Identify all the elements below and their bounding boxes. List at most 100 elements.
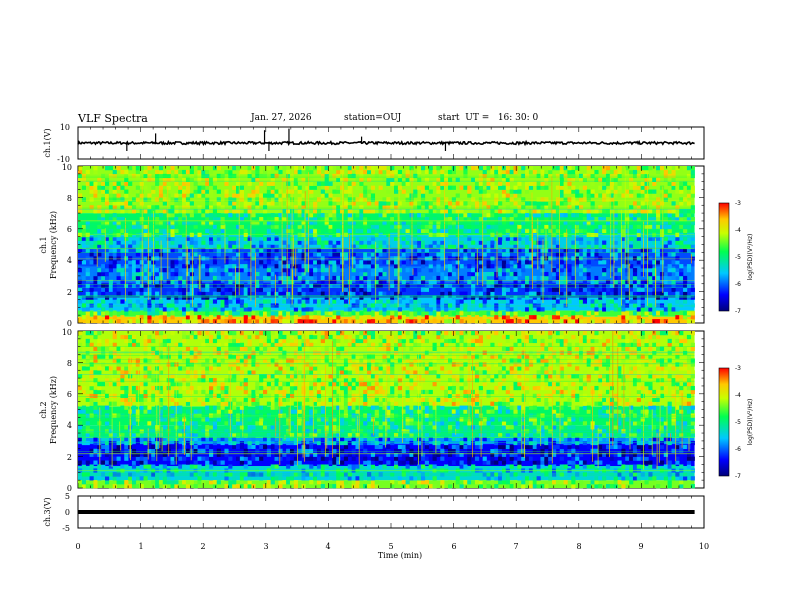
- spectrogram-cell: [640, 303, 645, 308]
- spectrogram-cell: [621, 193, 626, 198]
- spectrogram-cell: [675, 236, 680, 241]
- start-time-label: start UT = 16: 30: 0: [438, 113, 539, 123]
- spectrogram-cell: [663, 220, 668, 226]
- ch2-spectrogram: [78, 331, 695, 489]
- spectrogram-cell: [243, 232, 248, 237]
- spectrogram-cell: [247, 370, 252, 375]
- spectrogram-cell: [563, 244, 568, 249]
- spectrogram-cell: [116, 456, 121, 461]
- spectrogram-cell: [158, 197, 164, 202]
- spectrogram-cell: [143, 303, 148, 308]
- spectrogram-cell: [101, 397, 106, 402]
- spectrogram-cell: [232, 240, 237, 245]
- spectrogram-cell: [104, 201, 110, 206]
- spectrogram-cell: [282, 354, 287, 359]
- spectrogram-cell: [582, 283, 587, 288]
- spectrogram-cell: [659, 311, 665, 316]
- spectrogram-cell: [166, 232, 171, 237]
- spectrogram-cell: [147, 358, 152, 363]
- spectrogram-cell: [286, 448, 291, 453]
- spectrogram-cell: [451, 197, 456, 202]
- spectrogram-cell: [490, 252, 495, 257]
- spectrogram-cell: [97, 252, 102, 257]
- spectrogram-cell: [139, 193, 144, 198]
- spectrogram-cell: [397, 169, 403, 175]
- spectrogram-cell: [313, 166, 318, 171]
- spectrogram-cell: [120, 169, 125, 175]
- spectrogram-cell: [259, 374, 264, 379]
- spectrogram-cell: [189, 260, 194, 265]
- spectrogram-cell: [297, 401, 302, 406]
- spectrogram-cell: [420, 185, 426, 190]
- spectrogram-cell: [590, 248, 595, 253]
- spectrogram-cell: [648, 217, 653, 222]
- spectrogram-cell: [640, 169, 645, 175]
- spectrogram-cell: [517, 319, 522, 324]
- spectrogram-cell: [629, 189, 634, 194]
- spectrogram-cell: [309, 240, 314, 245]
- spectrogram-cell: [440, 252, 445, 257]
- spectrogram-cell: [582, 256, 587, 261]
- spectrogram-cell: [147, 256, 152, 261]
- spectrogram-cell: [128, 166, 133, 171]
- spectrogram-cell: [313, 370, 318, 375]
- spectrogram-cell: [621, 315, 626, 320]
- spectrogram-cell: [85, 315, 90, 320]
- spectrogram-cell: [104, 275, 110, 281]
- spectrogram-cell: [147, 429, 152, 434]
- spectrogram-cell: [409, 244, 414, 249]
- spectrogram-cell: [293, 440, 298, 446]
- spectrogram-cell: [575, 224, 580, 230]
- spectrogram-cell: [397, 275, 403, 281]
- spectrogram-cell: [293, 436, 298, 442]
- spectrogram-cell: [636, 193, 641, 198]
- spectrogram-cell: [247, 366, 252, 371]
- spectrogram-cell: [621, 236, 626, 241]
- spectrogram-cell: [104, 220, 110, 226]
- spectrogram-cell: [274, 240, 279, 245]
- spectrogram-cell: [386, 181, 391, 186]
- spectrogram-cell: [212, 177, 218, 182]
- spectrogram-cell: [629, 181, 634, 186]
- spectrogram-cell: [324, 295, 329, 300]
- spectrogram-cell: [490, 287, 495, 292]
- spectrogram-cell: [162, 334, 167, 340]
- spectrogram-cell: [663, 279, 668, 285]
- spectrogram-cell: [262, 425, 268, 430]
- spectrogram-cell: [251, 389, 256, 395]
- spectrogram-cell: [239, 425, 245, 430]
- spectrogram-cell: [513, 209, 518, 214]
- spectrogram-cell: [316, 448, 322, 453]
- spectrogram-cell: [116, 268, 121, 273]
- spectrogram-cell: [89, 464, 94, 469]
- spectrogram-cell: [185, 425, 191, 430]
- spectrogram-cell: [274, 220, 279, 226]
- spectrogram-cell: [548, 315, 553, 320]
- spectrogram-cell: [185, 181, 191, 186]
- spectrogram-cell: [640, 252, 645, 257]
- spectrogram-cell: [617, 307, 622, 312]
- spectrogram-cell: [586, 232, 591, 237]
- spectrogram-cell: [567, 275, 572, 281]
- spectrogram-cell: [690, 166, 695, 171]
- spectrogram-cell: [174, 291, 179, 296]
- spectrogram-cell: [166, 303, 171, 308]
- spectrogram-cell: [397, 177, 403, 182]
- spectrogram-cell: [548, 279, 553, 285]
- spectrogram-cell: [605, 197, 611, 202]
- spectrogram-cell: [590, 193, 595, 198]
- spectrogram-cell: [239, 440, 245, 446]
- spectrogram-cell: [85, 393, 90, 399]
- spectrogram-cell: [228, 334, 233, 340]
- spectrogram-cell: [343, 319, 349, 324]
- spectrogram-cell: [632, 291, 638, 296]
- spectrogram-cell: [355, 299, 360, 304]
- spectrogram-cell: [85, 354, 90, 359]
- spectrogram-cell: [170, 303, 175, 308]
- spectrogram-cell: [297, 436, 302, 442]
- spectrogram-cell: [409, 275, 414, 281]
- spectrogram-cell: [428, 279, 433, 285]
- spectrogram-cell: [220, 460, 225, 465]
- spectrogram-cell: [482, 228, 487, 234]
- spectrogram-cell: [336, 275, 341, 281]
